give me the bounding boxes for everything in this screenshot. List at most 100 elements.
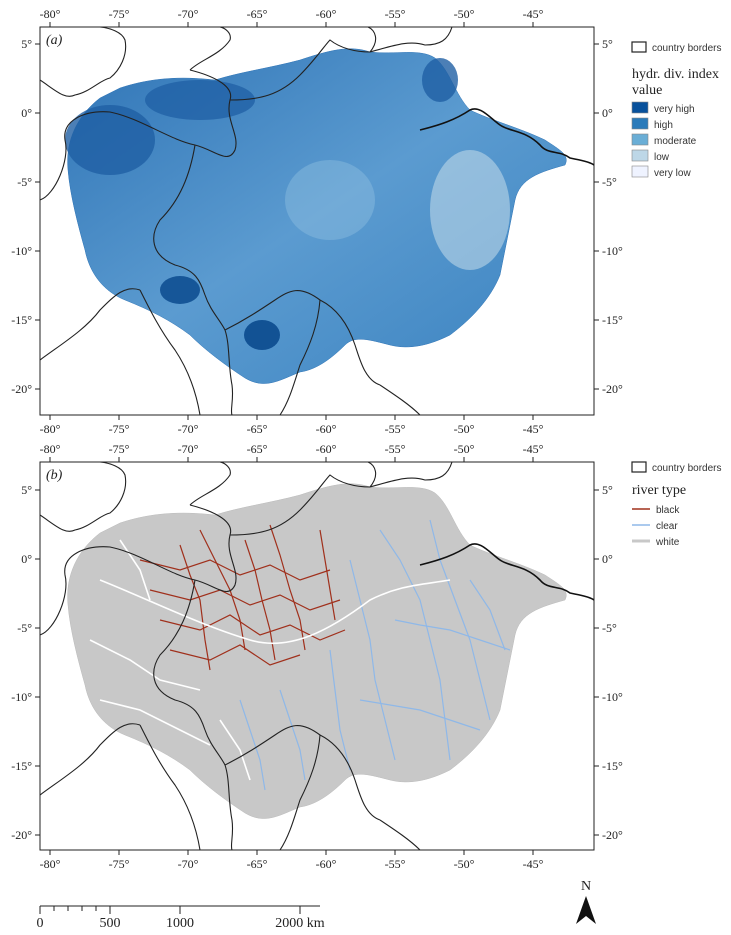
lon-tick-label-bottom: -55° xyxy=(385,422,406,436)
legend-b-items: black clear white xyxy=(632,505,680,548)
scale-bar: 0 500 1000 2000 km xyxy=(37,905,325,931)
lon-tick-label-bottom: -50° xyxy=(454,422,475,436)
lat-tick-label-right: 0° xyxy=(602,552,613,566)
panel-b-map xyxy=(40,462,594,850)
lat-tick-label-left: 5° xyxy=(21,37,32,51)
lon-tick-label-top: -70° xyxy=(178,7,199,21)
lat-tick-label-left: 0° xyxy=(21,106,32,120)
lat-tick-label-left: 5° xyxy=(21,483,32,497)
lat-tick-label-left: -15° xyxy=(11,759,32,773)
legend-a-item-label: moderate xyxy=(654,136,697,147)
lat-tick-label-right: -20° xyxy=(602,382,623,396)
panel-a-label: (a) xyxy=(46,33,63,48)
lat-tick-label-right: -5° xyxy=(602,175,617,189)
coastline-a xyxy=(419,108,594,166)
lon-tick-label-bottom: -75° xyxy=(109,422,130,436)
panel-a: (a) xyxy=(39,26,595,416)
lon-tick-label-top: -75° xyxy=(109,442,130,456)
legend-a-swatch xyxy=(631,133,649,146)
lon-tick-label-bottom: -75° xyxy=(109,857,130,871)
panel-b: (b) xyxy=(39,461,595,851)
legend-b-border-swatch xyxy=(631,461,647,473)
panel-b-label: (b) xyxy=(46,468,63,483)
white-rivers xyxy=(89,539,451,781)
lon-tick-label-top: -50° xyxy=(454,442,475,456)
legend-a-item-label: high xyxy=(654,120,673,131)
legend-a-title-line2: value xyxy=(632,83,662,98)
lat-tick-label-right: -5° xyxy=(602,621,617,635)
legend-b: country borders river type black clear whi… xyxy=(631,461,721,548)
lon-tick-label-bottom: -55° xyxy=(385,857,406,871)
legend-a-item-label: very high xyxy=(654,104,695,115)
lat-tick-label-right: 5° xyxy=(602,37,613,51)
clear-rivers xyxy=(239,519,511,791)
scale-label-0: 0 xyxy=(37,916,44,931)
lat-tick-label-right: -15° xyxy=(602,313,623,327)
lon-tick-label-bottom: -70° xyxy=(178,857,199,871)
lon-tick-label-bottom: -70° xyxy=(178,422,199,436)
lat-tick-label-right: -10° xyxy=(602,690,623,704)
legend-a-item-label: low xyxy=(654,152,670,163)
lon-tick-label-top: -45° xyxy=(523,7,544,21)
north-label: N xyxy=(581,879,591,894)
lon-tick-label-top: -55° xyxy=(385,7,406,21)
lat-tick-label-left: -10° xyxy=(11,690,32,704)
lon-tick-label-top: -60° xyxy=(316,7,337,21)
legend-a-border-swatch xyxy=(631,41,647,53)
legend-a-swatch xyxy=(631,117,649,130)
legend-b-item-label: white xyxy=(655,537,680,548)
country-borders-a xyxy=(40,27,453,415)
legend-a-items: very high high moderate low very low xyxy=(631,101,697,179)
lat-tick-label-left: -20° xyxy=(11,382,32,396)
legend-b-item-label: clear xyxy=(656,521,678,532)
lon-tick-label-top: -65° xyxy=(247,442,268,456)
lon-tick-label-bottom: -80° xyxy=(40,422,61,436)
legend-a-border-label: country borders xyxy=(652,43,721,54)
black-rivers xyxy=(139,524,346,671)
graticule-ticks: -80° -80° -75° -75° -70° -70° -65° -65° -60° -60°… xyxy=(11,7,623,871)
lat-tick-label-left: 0° xyxy=(21,552,32,566)
lon-tick-label-top: -55° xyxy=(385,442,406,456)
lon-tick-label-bottom: -65° xyxy=(247,422,268,436)
lon-tick-label-bottom: -60° xyxy=(316,422,337,436)
lon-tick-label-bottom: -50° xyxy=(454,857,475,871)
lon-tick-label-bottom: -45° xyxy=(523,857,544,871)
dense-patch-west xyxy=(65,105,155,175)
scale-label-500: 500 xyxy=(100,916,121,931)
lon-tick-label-top: -65° xyxy=(247,7,268,21)
lon-tick-label-top: -80° xyxy=(40,442,61,456)
lat-tick-label-left: -10° xyxy=(11,244,32,258)
dense-patch-guiana xyxy=(422,58,458,102)
lon-tick-label-top: -70° xyxy=(178,442,199,456)
lon-tick-label-bottom: -65° xyxy=(247,857,268,871)
lon-tick-label-top: -45° xyxy=(523,442,544,456)
lon-tick-label-top: -50° xyxy=(454,7,475,21)
legend-b-border-label: country borders xyxy=(652,463,721,474)
lon-tick-label-bottom: -60° xyxy=(316,857,337,871)
panel-a-map xyxy=(40,27,594,415)
lat-tick-label-right: 0° xyxy=(602,106,613,120)
lat-tick-label-right: 5° xyxy=(602,483,613,497)
lon-tick-label-top: -75° xyxy=(109,7,130,21)
lat-tick-label-left: -5° xyxy=(17,175,32,189)
lon-tick-label-bottom: -45° xyxy=(523,422,544,436)
lon-tick-label-top: -60° xyxy=(316,442,337,456)
country-borders-b xyxy=(40,462,453,850)
lat-tick-label-right: -10° xyxy=(602,244,623,258)
legend-a-swatch xyxy=(631,149,649,162)
lat-tick-label-left: -20° xyxy=(11,828,32,842)
legend-b-title: river type xyxy=(632,483,686,498)
legend-a-item-label: very low xyxy=(654,168,691,179)
lat-tick-label-left: -5° xyxy=(17,621,32,635)
dense-patch-peru xyxy=(160,276,200,304)
legend-a: country borders hydr. div. index value v… xyxy=(631,41,721,179)
dense-patch-north xyxy=(145,80,255,120)
coastline-b xyxy=(419,543,594,601)
scale-label-1000: 1000 xyxy=(166,916,194,931)
lon-tick-label-bottom: -80° xyxy=(40,857,61,871)
legend-a-title-line1: hydr. div. index xyxy=(632,67,719,82)
dense-patch-south xyxy=(244,320,280,350)
north-arrow: N xyxy=(576,879,596,924)
legend-b-item-label: black xyxy=(656,505,680,516)
